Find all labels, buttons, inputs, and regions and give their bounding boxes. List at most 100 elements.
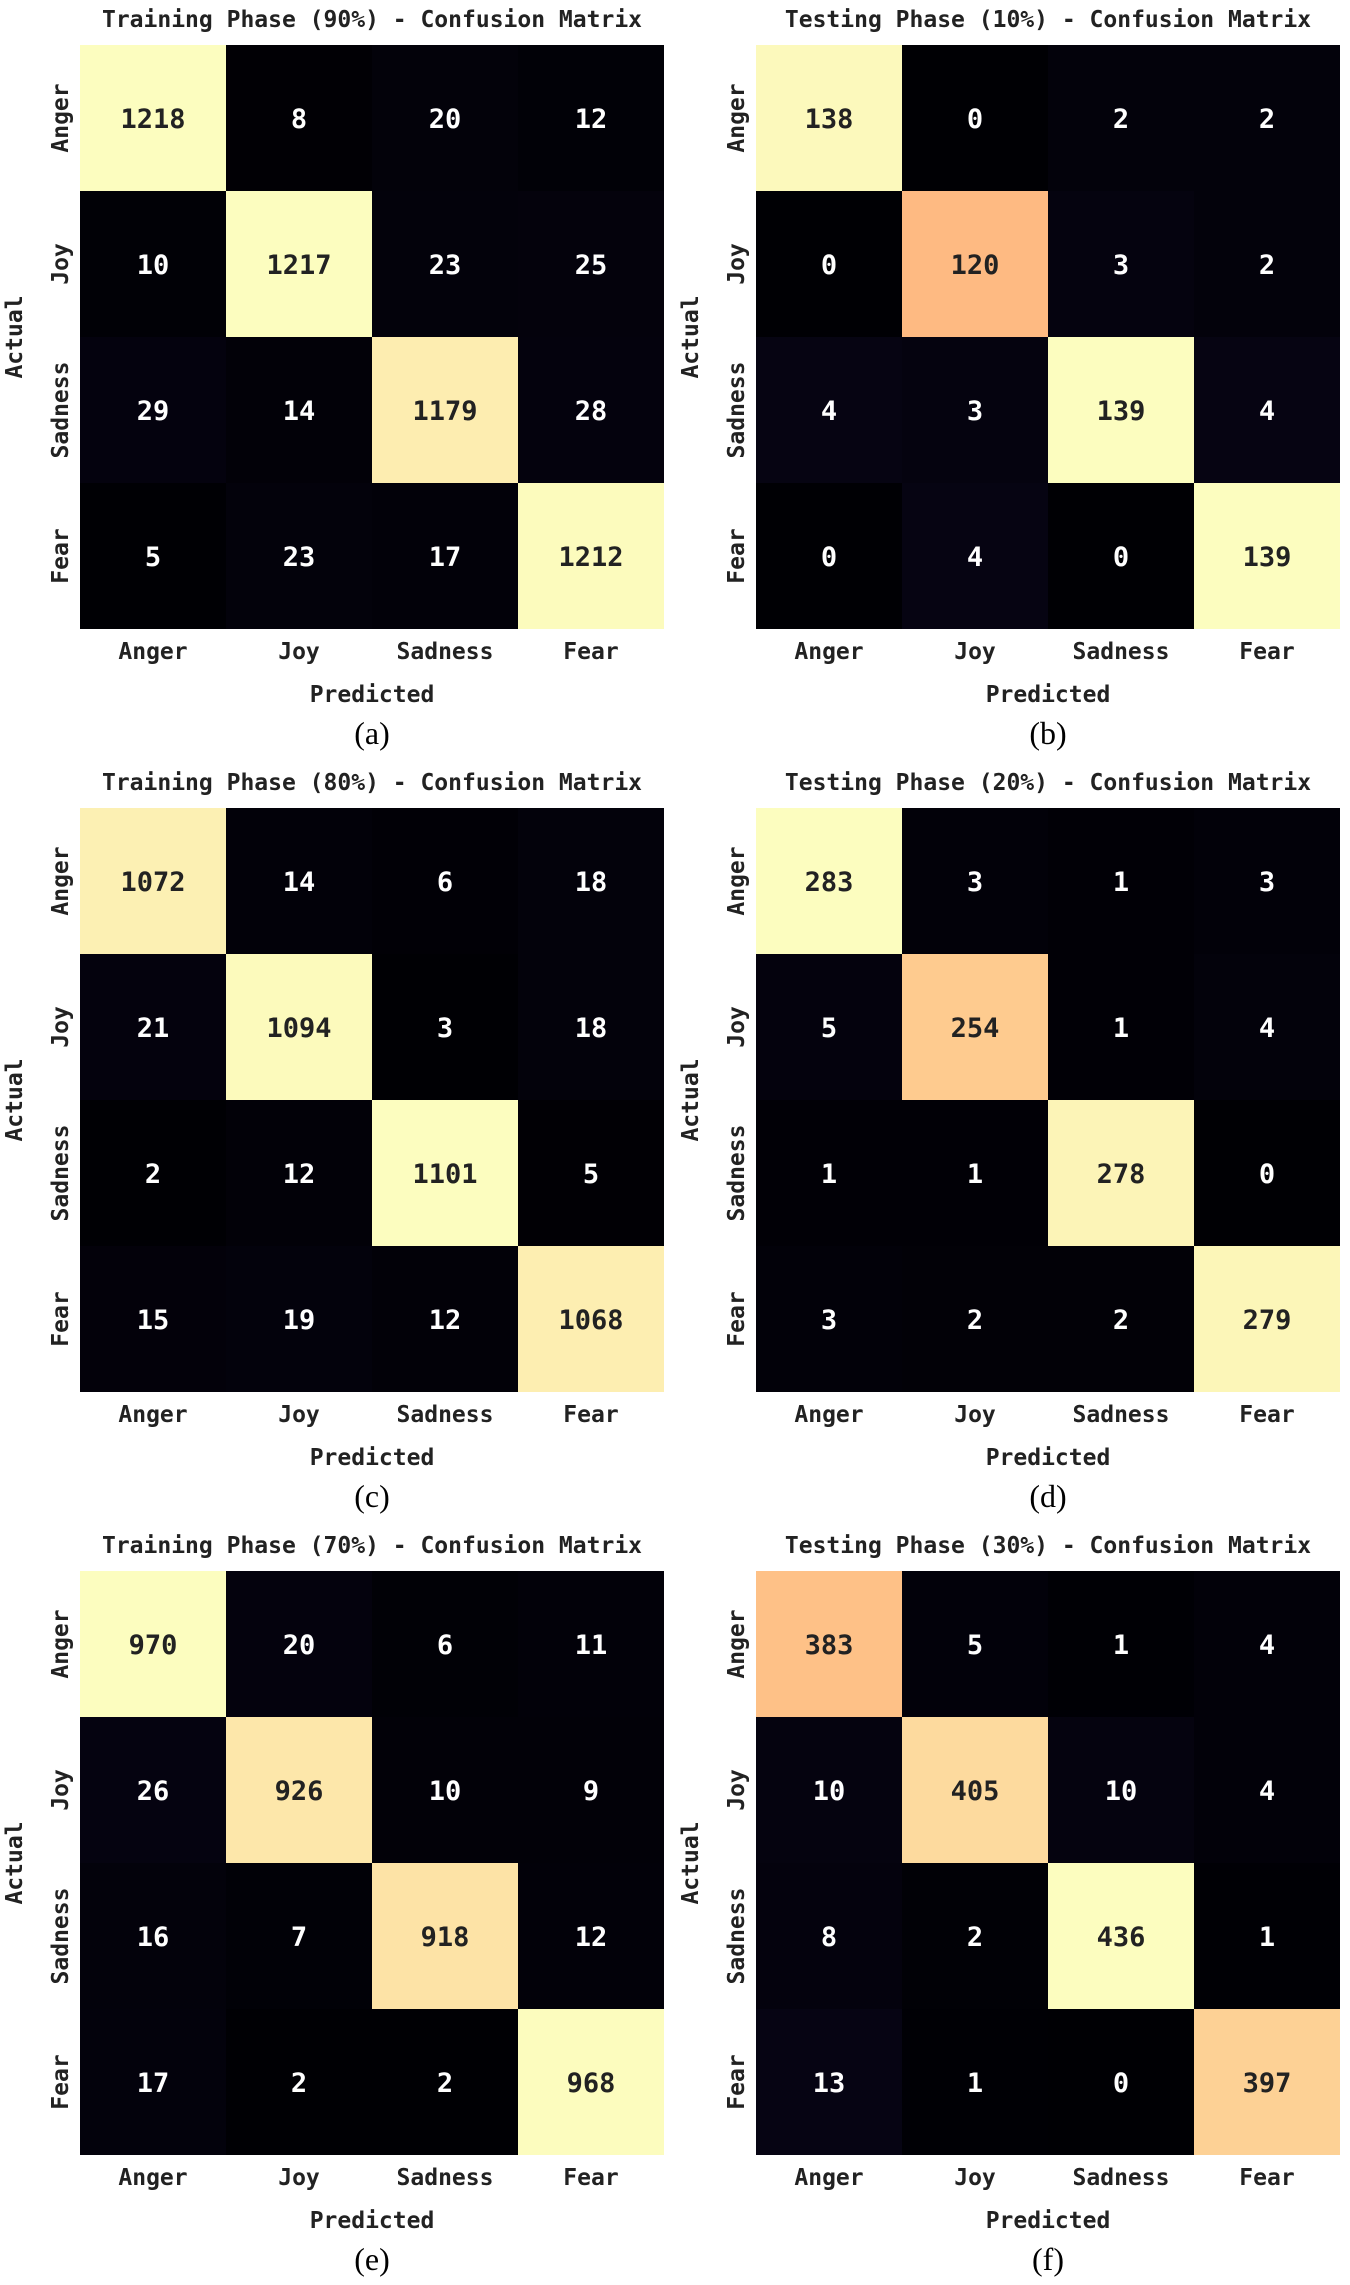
heatmap-cell [1194,1100,1340,1246]
x-tick-label: Anger [794,2165,863,2191]
cell-value-label: 1 [967,1159,983,1190]
heatmap-cell [1048,1100,1194,1246]
cell-value-label: 0 [1259,1159,1275,1190]
heatmap-cell [1194,954,1340,1100]
heatmap-cell [1048,1863,1194,2009]
heatmap-cell [1194,1863,1340,2009]
y-tick-label: Sadness [724,1125,750,1222]
heatmap-cell [756,954,902,1100]
heatmap-cell [518,1717,664,1863]
x-tick-label: Anger [118,639,187,665]
heatmap-cell [518,1571,664,1717]
cell-value-label: 8 [291,104,307,135]
cell-value-label: 4 [1259,1013,1275,1044]
y-tick-label: Anger [48,1609,74,1678]
heatmap-cell [226,483,372,629]
cell-value-label: 12 [575,104,608,135]
x-tick-label: Joy [278,2165,320,2191]
confusion-matrix-panel: Training Phase (70%) - Confusion Matrix 9… [2,1533,664,2277]
heatmap-cell [1048,2009,1194,2155]
y-tick-label: Joy [724,1769,750,1811]
heatmap-cell [756,808,902,954]
y-tick-label: Anger [724,83,750,152]
cell-value-label: 2 [1113,104,1129,135]
heatmap-cell [372,483,518,629]
cell-value-label: 2 [145,1159,161,1190]
cell-value-label: 10 [429,1776,462,1807]
heatmap-cell [756,1571,902,1717]
heatmap-cell [80,1246,226,1392]
x-tick-label: Sadness [397,639,494,665]
x-tick-label: Sadness [397,1402,494,1428]
chart-title: Testing Phase (10%) - Confusion Matrix [785,7,1311,33]
cell-value-label: 138 [805,104,854,135]
cell-value-label: 4 [1259,1776,1275,1807]
cell-value-label: 0 [1113,2068,1129,2099]
cell-value-label: 436 [1097,1922,1146,1953]
heatmap-cell [226,1571,372,1717]
heatmap-cell [1048,191,1194,337]
cell-value-label: 2 [1113,1305,1129,1336]
cell-value-label: 0 [821,250,837,281]
heatmap-cell [902,1863,1048,2009]
chart-title: Training Phase (90%) - Confusion Matrix [102,7,642,33]
x-axis-label: Predicted [310,2208,435,2234]
cell-value-label: 3 [821,1305,837,1336]
heatmap-cell [80,808,226,954]
heatmap-cell [902,1717,1048,1863]
cell-value-label: 383 [805,1630,854,1661]
cell-value-label: 1217 [266,250,331,281]
heatmap-cell [756,191,902,337]
cell-value-label: 1 [1113,867,1129,898]
heatmap-cell [518,191,664,337]
heatmap-cell [372,337,518,483]
heatmap-cell [518,808,664,954]
heatmap-cell [372,45,518,191]
heatmap-cell [1194,337,1340,483]
y-axis-label: Actual [2,1821,28,1904]
x-axis-label: Predicted [986,1445,1111,1471]
heatmap-cell [756,1717,902,1863]
heatmap-cell [1048,483,1194,629]
y-tick-label: Anger [48,846,74,915]
y-tick-label: Joy [48,1006,74,1048]
heatmap-cell [80,1571,226,1717]
cell-value-label: 12 [283,1159,316,1190]
cell-value-label: 8 [821,1922,837,1953]
cell-value-label: 11 [575,1630,608,1661]
heatmap-cell [1194,1571,1340,1717]
cell-value-label: 2 [1259,104,1275,135]
heatmap-cell [226,808,372,954]
cell-value-label: 18 [575,1013,608,1044]
cell-value-label: 0 [967,104,983,135]
cell-value-label: 139 [1097,396,1146,427]
heatmap-cell [226,1100,372,1246]
heatmap-cell [756,45,902,191]
y-tick-label: Fear [48,528,74,583]
heatmap-cell [902,2009,1048,2155]
heatmap-cell [226,191,372,337]
x-tick-label: Fear [1239,2165,1294,2191]
cell-value-label: 2 [1259,250,1275,281]
cell-value-label: 6 [437,1630,453,1661]
panel-caption: (c) [354,1478,390,1514]
cell-value-label: 18 [575,867,608,898]
cell-value-label: 139 [1243,542,1292,573]
y-tick-label: Anger [48,83,74,152]
y-tick-label: Sadness [48,1125,74,1222]
cell-value-label: 5 [583,1159,599,1190]
heatmap-cell [518,483,664,629]
y-tick-label: Sadness [724,1888,750,1985]
cell-value-label: 7 [291,1922,307,1953]
heatmap-cell [372,954,518,1100]
x-tick-label: Anger [794,639,863,665]
heatmap-cell [1194,45,1340,191]
cell-value-label: 3 [967,396,983,427]
cell-value-label: 918 [421,1922,470,1953]
heatmap-cell [902,483,1048,629]
y-tick-label: Fear [724,528,750,583]
cell-value-label: 2 [437,2068,453,2099]
cell-value-label: 926 [275,1776,324,1807]
heatmap-cell [1194,483,1340,629]
heatmap-cell [372,808,518,954]
